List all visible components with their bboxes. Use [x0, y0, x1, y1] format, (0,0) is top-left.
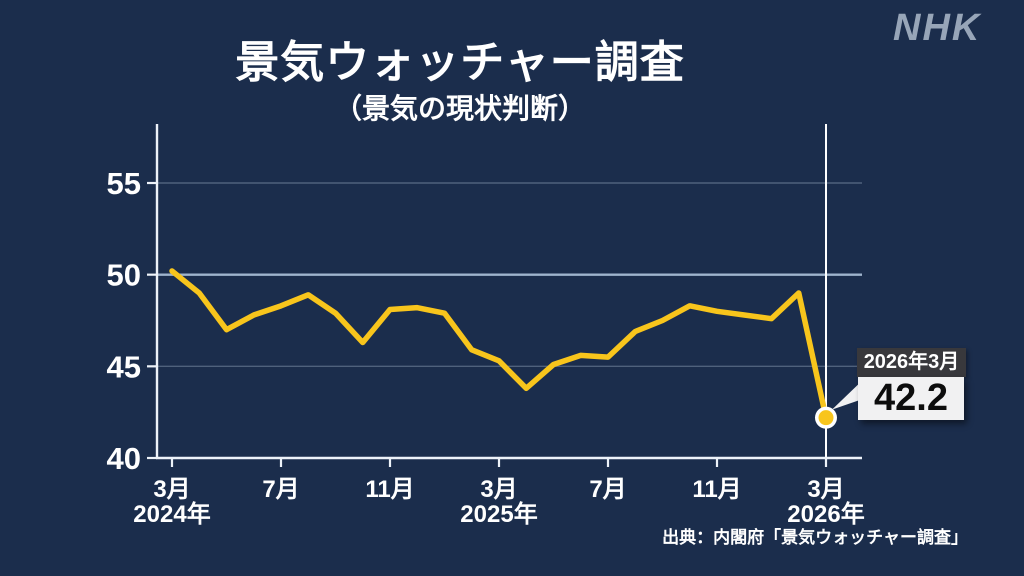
callout-value: 42.2 [858, 377, 964, 420]
x-tick-year-label: 2024年 [133, 500, 210, 528]
y-tick-label-40: 40 [107, 441, 141, 476]
callout: 2026年3月 42.2 [857, 348, 966, 420]
y-tick-label-45: 45 [107, 349, 141, 384]
x-tick-month-label: 3月 [807, 476, 844, 503]
x-tick-month-label: 7月 [589, 476, 626, 503]
callout-date-label: 2026年3月 [857, 348, 966, 377]
source-note: 出典：内閣府「景気ウォッチャー調査」 [662, 528, 968, 547]
data-point-marker [818, 410, 834, 426]
nhk-logo: NHK [893, 7, 982, 49]
data-line [169, 268, 829, 421]
x-tick-month-label: 11月 [692, 476, 741, 503]
x-tick-month-label: 7月 [262, 476, 299, 503]
chart-header: 景気ウォッチャー調査 （景気の現状判断） [0, 36, 920, 126]
x-tick-month-label: 3月 [153, 476, 190, 503]
y-tick-label-55: 55 [107, 166, 141, 201]
x-tick-month-label: 11月 [365, 476, 414, 503]
y-tick-label-50: 50 [107, 258, 141, 293]
callout-pointer [832, 384, 858, 410]
x-tick-month-label: 3月 [480, 476, 517, 503]
x-tick-year-label: 2026年 [787, 500, 864, 528]
x-tick-year-label: 2025年 [460, 500, 537, 528]
page-title: 景気ウォッチャー調査 [235, 38, 685, 87]
page-subtitle: （景気の現状判断） [333, 93, 586, 124]
